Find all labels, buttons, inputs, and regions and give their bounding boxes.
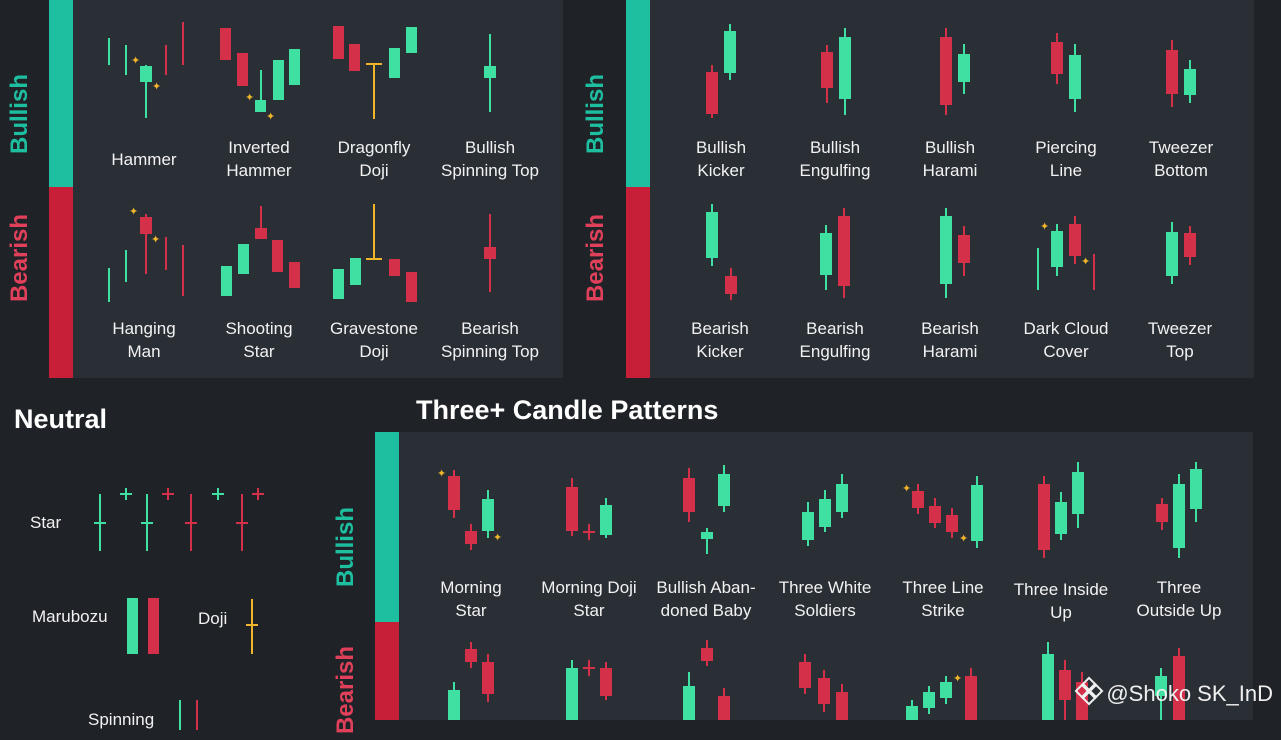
- pattern-three-outside-up: Three Outside Up: [1136, 578, 1222, 620]
- pattern-bearish-spinning-top: Bearish Spinning Top: [441, 319, 539, 361]
- dragonfly-doji-candles: [333, 26, 417, 119]
- pattern-bullish-engulfing: Bullish Engulfing: [799, 138, 871, 180]
- bullish-abandoned-baby-candles: [683, 465, 730, 720]
- inverted-hammer-candles: ✦ ✦: [220, 28, 300, 123]
- single-candles-drawing: ✦ ✦ ✦ ✦ ✦ ✦: [108, 22, 496, 302]
- pattern-piercing-line: Piercing Line: [1035, 138, 1097, 180]
- svg-text:✦: ✦: [959, 533, 968, 545]
- svg-text:✦: ✦: [131, 55, 140, 67]
- pattern-bullish-spinning-top: Bullish Spinning Top: [441, 138, 539, 180]
- pattern-morning-doji-star: Morning Doji Star: [541, 578, 637, 620]
- piercing-line-candles: [1051, 33, 1081, 112]
- pattern-shooting-star: Shooting Star: [225, 319, 293, 361]
- pattern-hammer: Hammer: [111, 150, 177, 169]
- bearish-bar-2: [626, 187, 650, 378]
- svg-text:✦: ✦: [245, 92, 254, 104]
- neutral-doji-candle: [246, 599, 258, 654]
- svg-text:✦: ✦: [437, 468, 446, 480]
- pattern-bullish-harami: Bullish Harami: [922, 138, 978, 180]
- bearish-label: Bearish: [6, 213, 33, 303]
- pattern-dark-cloud-cover: Dark Cloud Cover: [1023, 319, 1109, 361]
- neutral-spinning-candles: [179, 700, 198, 730]
- neutral-star-candles: [94, 488, 264, 551]
- bearish-engulfing-candles: [820, 208, 850, 298]
- svg-text:✦: ✦: [151, 234, 160, 246]
- three-inside-up-candles: [1038, 462, 1088, 720]
- svg-text:✦: ✦: [493, 532, 502, 544]
- dark-cloud-cover-candles: ✦ ✦: [1037, 216, 1095, 290]
- svg-text:✦: ✦: [1081, 256, 1090, 268]
- svg-text:✦: ✦: [152, 81, 161, 93]
- pattern-three-inside-up: Three Inside Up: [1013, 580, 1109, 622]
- bullish-label-2: Bullish: [582, 74, 609, 155]
- pattern-morning-star: Morning Star: [440, 578, 502, 620]
- bullish-spinning-top-candle: [484, 34, 496, 112]
- morning-star-candles: ✦ ✦: [437, 468, 502, 720]
- hammer-candles: ✦ ✦: [108, 22, 184, 118]
- pattern-bullish-kicker: Bullish Kicker: [695, 138, 747, 180]
- bullish-bar-3: [375, 432, 399, 622]
- pattern-three-white-soldiers: Three White Soldiers: [778, 578, 872, 620]
- bearish-spinning-top-candle: [484, 214, 496, 292]
- morning-doji-star-candles: [566, 478, 612, 720]
- single-candle-panel: [49, 0, 563, 378]
- three-candle-title: Three+ Candle Patterns: [416, 395, 719, 425]
- three-candle-panel: [375, 432, 1253, 720]
- tweezer-top-candles: [1166, 222, 1196, 284]
- binance-logo-icon: [1074, 676, 1104, 710]
- pattern-gravestone-doji: Gravestone Doji: [330, 319, 418, 361]
- three-candles-drawing: ✦ ✦: [437, 462, 1202, 720]
- svg-text:✦: ✦: [266, 111, 275, 123]
- pattern-inverted-hammer: Inverted Hammer: [226, 138, 292, 180]
- three-line-strike-candles: ✦ ✦ ✦: [902, 476, 983, 720]
- neutral-marubozu-label: Marubozu: [32, 607, 108, 626]
- pattern-bullish-abandoned-baby: Bullish Aban-doned Baby: [656, 578, 756, 620]
- pattern-bearish-engulfing: Bearish Engulfing: [799, 319, 871, 361]
- bearish-kicker-candles: [706, 204, 737, 300]
- neutral-star-label: Star: [30, 513, 62, 532]
- bullish-label: Bullish: [6, 74, 33, 155]
- pattern-dragonfly-doji: Dragonfly Doji: [337, 138, 411, 180]
- pattern-bearish-kicker: Bearish Kicker: [691, 319, 749, 361]
- three-white-soldiers-candles: [799, 474, 848, 720]
- bullish-label-3: Bullish: [332, 507, 359, 588]
- svg-text:✦: ✦: [1040, 221, 1049, 233]
- pattern-tweezer-bottom: Tweezer Bottom: [1148, 138, 1214, 180]
- bullish-harami-candles: [940, 28, 970, 115]
- neutral-title: Neutral: [14, 404, 108, 434]
- neutral-candles-drawing: [94, 488, 264, 730]
- bullish-engulfing-candles: [821, 28, 851, 115]
- bearish-label-3: Bearish: [332, 645, 359, 735]
- pattern-tweezer-top: Tweezer Top: [1147, 319, 1213, 361]
- hanging-man-candles: ✦ ✦: [108, 206, 184, 302]
- neutral-doji-label: Doji: [198, 609, 228, 628]
- pattern-bearish-harami: Bearish Harami: [921, 319, 979, 361]
- bearish-bar: [49, 187, 73, 378]
- bullish-bar: [49, 0, 73, 187]
- tweezer-bottom-candles: [1166, 40, 1196, 107]
- pattern-hanging-man: Hanging Man: [112, 319, 176, 361]
- bearish-harami-candles: [940, 208, 970, 298]
- three-outside-up-candles: [1155, 462, 1202, 720]
- bullish-kicker-candles: [706, 24, 736, 118]
- watermark: @Shoko SK_InD: [1074, 676, 1273, 710]
- pattern-three-line-strike: Three Line Strike: [902, 578, 984, 620]
- double-candles-drawing: ✦ ✦: [706, 24, 1196, 300]
- neutral-marubozu-candles: [127, 598, 159, 654]
- svg-text:✦: ✦: [129, 206, 138, 218]
- gravestone-doji-candles: [333, 204, 417, 302]
- bearish-bar-3: [375, 622, 399, 720]
- shooting-star-candles: [221, 206, 300, 296]
- bullish-bar-2: [626, 0, 650, 187]
- svg-text:✦: ✦: [902, 483, 911, 495]
- bearish-label-2: Bearish: [582, 213, 609, 303]
- watermark-text: @Shoko SK_InD: [1106, 681, 1273, 706]
- svg-text:✦: ✦: [953, 673, 962, 685]
